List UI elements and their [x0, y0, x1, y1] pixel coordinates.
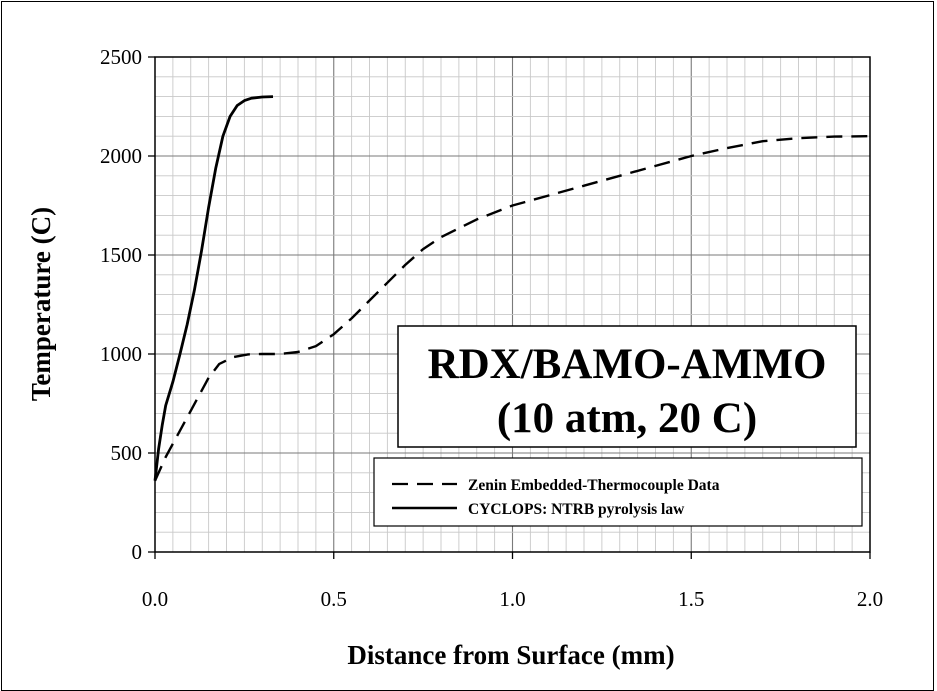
- y-axis-label: Temperature (C): [26, 207, 56, 401]
- annotation-box: RDX/BAMO-AMMO (10 atm, 20 C): [397, 325, 857, 448]
- x-tick-labels: 0.0 0.5 1.0 1.5 2.0: [142, 552, 883, 611]
- y-tick-label: 2000: [100, 144, 142, 168]
- legend-label-cyclops: CYCLOPS: NTRB pyrolysis law: [468, 501, 685, 518]
- series-line-zenin: [153, 135, 871, 482]
- y-tick-label: 1500: [100, 243, 142, 267]
- x-tick-label: 1.5: [678, 587, 704, 611]
- series-group: [153, 95, 871, 482]
- y-tick-label: 1000: [100, 342, 142, 366]
- x-axis-label: Distance from Surface (mm): [347, 640, 674, 670]
- y-tick-labels: 0 500 1000 1500 2000 2500: [100, 45, 155, 564]
- x-tick-label: 1.0: [499, 587, 525, 611]
- x-tick-label: 0.0: [142, 587, 168, 611]
- x-tick-label: 2.0: [857, 587, 883, 611]
- series-line-cyclops: [153, 95, 274, 481]
- y-tick-label: 500: [111, 441, 143, 465]
- chart-svg: 0.0 0.5 1.0 1.5 2.0 0 500 1000 1500 2000 2500 Dis…: [26, 45, 883, 670]
- legend: Zenin Embedded-Thermocouple Data CYCLOPS…: [373, 457, 863, 527]
- annotation-line-1: RDX/BAMO-AMMO: [428, 341, 827, 388]
- y-tick-label: 2500: [100, 45, 142, 69]
- annotation-box-border: [397, 325, 857, 448]
- y-tick-label: 0: [132, 540, 143, 564]
- legend-label-zenin: Zenin Embedded-Thermocouple Data: [468, 477, 720, 494]
- annotation-line-2: (10 atm, 20 C): [497, 395, 757, 442]
- x-tick-label: 0.5: [321, 587, 347, 611]
- legend-border: [373, 457, 863, 527]
